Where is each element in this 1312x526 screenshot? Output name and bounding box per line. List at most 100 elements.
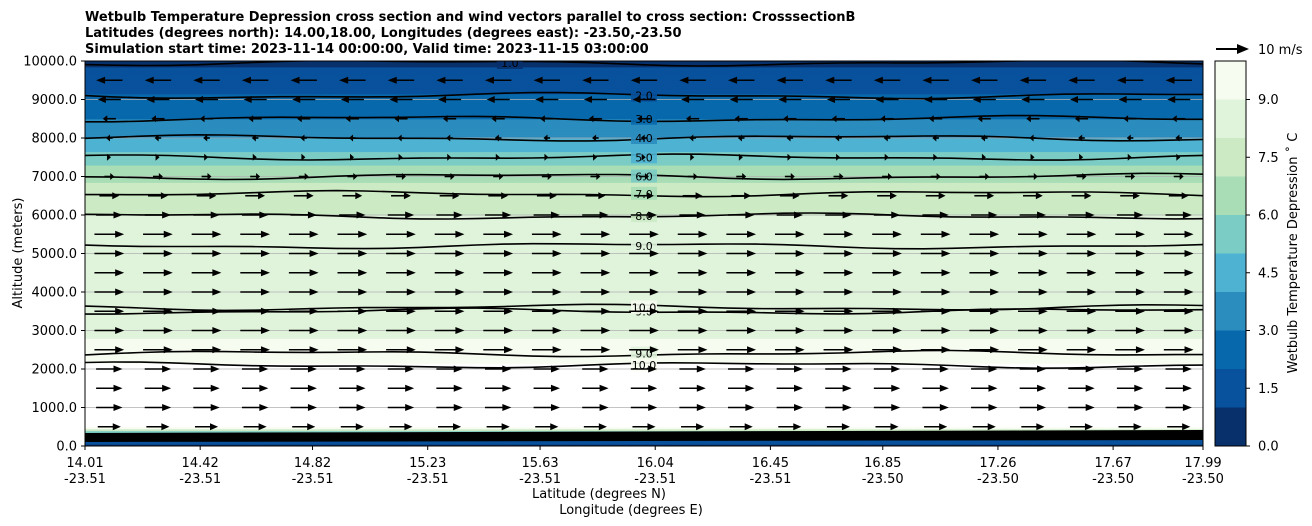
wind-vector-head: [842, 211, 852, 219]
wind-vector-head: [747, 269, 757, 277]
contour-band: [85, 70, 1203, 74]
wind-vector-head: [1087, 288, 1097, 296]
wind-vector-head: [988, 384, 998, 392]
wind-vector-head: [887, 173, 892, 180]
wind-vector-head: [455, 327, 465, 334]
wind-vector-head: [504, 250, 514, 257]
wind-vector-head: [161, 423, 170, 431]
wind-vector-head: [939, 404, 949, 411]
wind-vector-head: [844, 327, 854, 334]
wind-vector-head: [842, 365, 852, 373]
contour-band: [85, 384, 1203, 387]
wind-vector-head: [1037, 384, 1047, 392]
wind-vector-head: [1087, 230, 1097, 238]
contour-band: [85, 372, 1203, 376]
wind-vector-head: [831, 115, 837, 123]
wind-vector-head: [747, 327, 757, 334]
wind-vector-head: [260, 250, 270, 257]
wind-vector-head: [698, 346, 708, 354]
wind-vector-head: [649, 346, 659, 354]
wind-vector-head: [163, 346, 173, 354]
wind-vector-head: [307, 423, 316, 431]
wind-vector-head: [588, 115, 594, 123]
wind-vector-head: [734, 115, 740, 123]
contour-band: [85, 107, 1203, 110]
contour-line: [85, 61, 1203, 67]
contour-band: [85, 340, 1203, 343]
contour-band: [85, 278, 1203, 282]
wind-vector-head: [259, 404, 269, 411]
wind-vector-head: [112, 192, 120, 200]
wind-vector-head: [115, 327, 125, 334]
wind-vector-head: [260, 346, 270, 354]
colorbar-tick-label: 0.0: [1258, 440, 1279, 455]
contour-band: [85, 392, 1203, 395]
contour-band: [85, 234, 1203, 237]
wind-vector-head: [601, 327, 611, 334]
wind-vector-head: [599, 365, 609, 373]
wind-vector-head: [256, 173, 261, 180]
wind-vector-head: [358, 346, 368, 354]
contour-band: [85, 80, 1203, 83]
contour-band: [85, 74, 1203, 77]
wind-vector-head: [630, 76, 640, 84]
wind-vector-head: [113, 365, 123, 373]
contour-band: [85, 263, 1203, 266]
wind-vector-head: [207, 173, 212, 180]
x-tick-label-lat: 16.85: [864, 456, 901, 471]
wind-vector-head: [1135, 327, 1145, 334]
contour-band: [85, 257, 1203, 260]
wind-vector-head: [115, 288, 125, 296]
contour-band: [85, 378, 1203, 382]
wind-vector-head: [1038, 307, 1048, 315]
x-tick-label-lat: 16.45: [752, 456, 789, 471]
x-tick-label-lon: -23.51: [64, 472, 106, 487]
wind-vector-head: [340, 96, 349, 103]
wind-vector-head: [649, 327, 659, 334]
y-tick-label: 5000.0: [32, 247, 78, 262]
wind-vector-head: [794, 211, 804, 219]
contour-band: [85, 286, 1203, 289]
wind-vector-head: [939, 211, 949, 219]
wind-vector-head: [884, 153, 889, 161]
wind-vector-head: [160, 192, 168, 200]
wind-vector-head: [1123, 115, 1129, 123]
wind-vector-head: [491, 115, 497, 123]
wind-vector-head: [649, 307, 659, 315]
wind-vector-head: [484, 76, 494, 84]
chart-title-line-3: Simulation start time: 2023-11-14 00:00:…: [85, 42, 649, 57]
wind-vector-head: [162, 384, 172, 392]
x-tick-label-lat: 15.63: [521, 456, 558, 471]
contour-band: [85, 428, 1203, 432]
contour-band: [85, 103, 1203, 106]
wind-vector-head: [598, 192, 606, 200]
wind-vector-head: [1184, 269, 1194, 277]
wind-vector-head: [795, 307, 805, 315]
wind-vector-head: [442, 115, 448, 123]
contour-band: [85, 184, 1203, 187]
wind-vector-head: [110, 173, 115, 180]
wind-vector-head: [209, 423, 219, 431]
wind-vector-head: [649, 269, 659, 277]
contour-band: [85, 442, 1203, 445]
wind-reference-label: 10 m/s: [1258, 43, 1303, 58]
wind-vector-head: [698, 269, 708, 277]
wind-vector-head: [552, 230, 562, 238]
x-tick-label-lon: -23.51: [407, 472, 449, 487]
contour-band: [85, 205, 1203, 208]
wind-vector-head: [113, 384, 123, 392]
contour-band: [85, 276, 1203, 280]
contour-band: [85, 230, 1203, 233]
wind-vector-head: [1087, 307, 1097, 315]
y-tick-label: 3000.0: [32, 324, 78, 339]
y-tick-label: 7000.0: [32, 170, 78, 185]
wind-vector-head: [355, 423, 364, 431]
wind-vector-head: [356, 404, 366, 411]
contour-band: [85, 326, 1203, 330]
wind-vector-head: [455, 250, 465, 257]
contour-band: [85, 397, 1203, 401]
wind-vector-head: [358, 327, 368, 334]
wind-vector-head: [583, 96, 592, 103]
contour-band: [85, 324, 1203, 328]
y-tick-label: 6000.0: [32, 209, 78, 224]
